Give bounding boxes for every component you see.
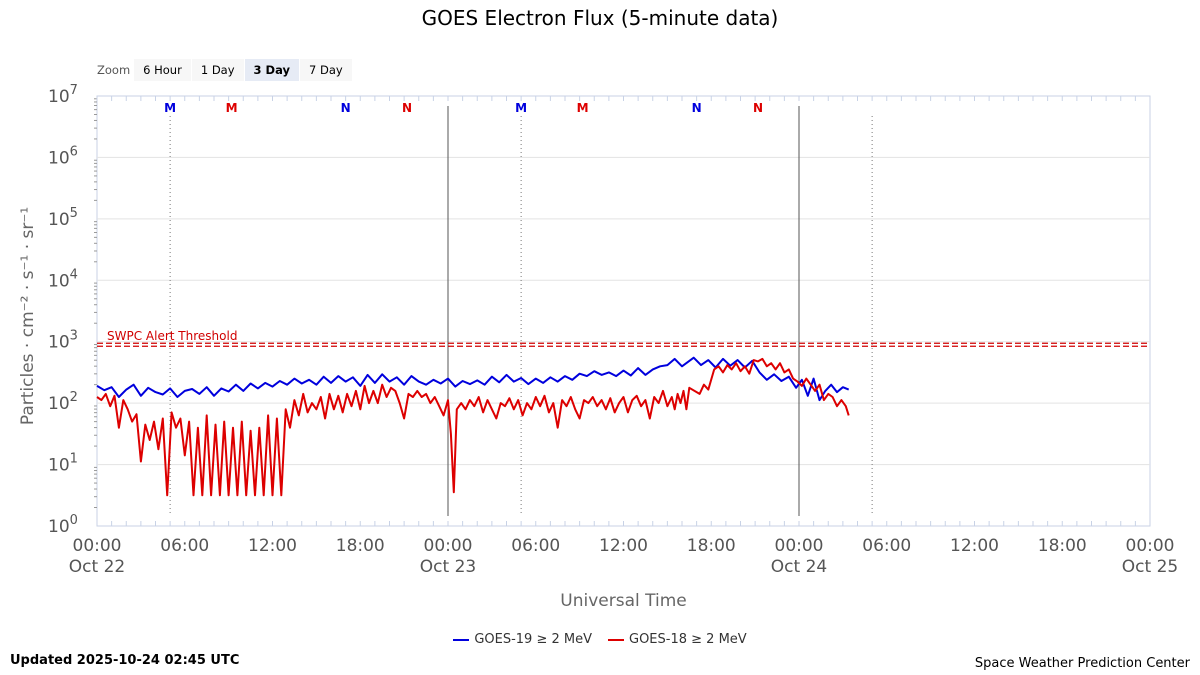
x-date-label: Oct 23 xyxy=(420,557,476,577)
x-tick-label: 00:00 xyxy=(424,536,473,556)
x-date-label: Oct 24 xyxy=(771,557,827,577)
legend-swatch-goes19 xyxy=(453,638,470,641)
y-tick-label: 103 xyxy=(48,329,78,353)
y-tick-label: 101 xyxy=(48,452,78,476)
legend-label-goes19: GOES-19 ≥ 2 MeV xyxy=(474,632,592,647)
y-axis-title: Particles · cm⁻² · s⁻¹ · sr⁻¹ xyxy=(18,207,38,425)
y-tick-label: 100 xyxy=(48,513,78,537)
orbit-marker: N xyxy=(402,101,412,115)
x-tick-label: 00:00 xyxy=(1126,536,1175,556)
zoom-6-hour-button[interactable]: 6 Hour xyxy=(134,59,191,81)
orbit-marker: M xyxy=(577,101,589,115)
x-tick-label: 06:00 xyxy=(862,536,911,556)
y-tick-label: 102 xyxy=(48,390,78,414)
chart-title: GOES Electron Flux (5-minute data) xyxy=(421,6,779,30)
orbit-marker: N xyxy=(341,101,351,115)
legend-label-goes18: GOES-18 ≥ 2 MeV xyxy=(629,632,747,647)
x-tick-label: 12:00 xyxy=(599,536,648,556)
zoom-3-day-button[interactable]: 3 Day xyxy=(244,59,299,81)
y-tick-label: 107 xyxy=(48,83,78,107)
x-tick-label: 18:00 xyxy=(336,536,385,556)
orbit-marker: M xyxy=(226,101,238,115)
x-date-label: Oct 25 xyxy=(1122,557,1178,577)
threshold-label: SWPC Alert Threshold xyxy=(107,329,237,343)
updated-timestamp: Updated 2025-10-24 02:45 UTC xyxy=(10,653,240,668)
series-line-goes18 xyxy=(96,357,850,497)
plot-area xyxy=(96,95,1151,527)
orbit-marker: N xyxy=(692,101,702,115)
y-tick-label: 105 xyxy=(48,206,78,230)
legend-item-goes18[interactable]: GOES-18 ≥ 2 MeV xyxy=(608,632,747,647)
zoom-controls: Zoom 6 Hour 1 Day 3 Day 7 Day xyxy=(97,58,353,82)
zoom-7-day-button[interactable]: 7 Day xyxy=(300,59,352,81)
orbit-marker: N xyxy=(753,101,763,115)
zoom-1-day-button[interactable]: 1 Day xyxy=(191,59,244,81)
x-tick-label: 06:00 xyxy=(160,536,209,556)
x-tick-label: 06:00 xyxy=(511,536,560,556)
credit-text: Space Weather Prediction Center xyxy=(974,656,1190,671)
legend: GOES-19 ≥ 2 MeV GOES-18 ≥ 2 MeV xyxy=(0,632,1200,647)
legend-swatch-goes18 xyxy=(608,638,624,641)
x-tick-label: 00:00 xyxy=(73,536,122,556)
orbit-marker: M xyxy=(164,101,176,115)
y-tick-label: 104 xyxy=(48,267,78,291)
series-line-goes19 xyxy=(96,356,850,402)
y-tick-label: 106 xyxy=(48,144,78,168)
x-tick-label: 18:00 xyxy=(1038,536,1087,556)
zoom-label: Zoom xyxy=(97,63,131,77)
legend-item-goes19[interactable]: GOES-19 ≥ 2 MeV xyxy=(453,632,592,647)
x-tick-label: 00:00 xyxy=(775,536,824,556)
x-tick-label: 18:00 xyxy=(687,536,736,556)
x-date-label: Oct 22 xyxy=(69,557,125,577)
x-tick-label: 12:00 xyxy=(950,536,999,556)
x-tick-label: 12:00 xyxy=(248,536,297,556)
orbit-marker: M xyxy=(515,101,527,115)
x-axis-title: Universal Time xyxy=(560,591,686,611)
